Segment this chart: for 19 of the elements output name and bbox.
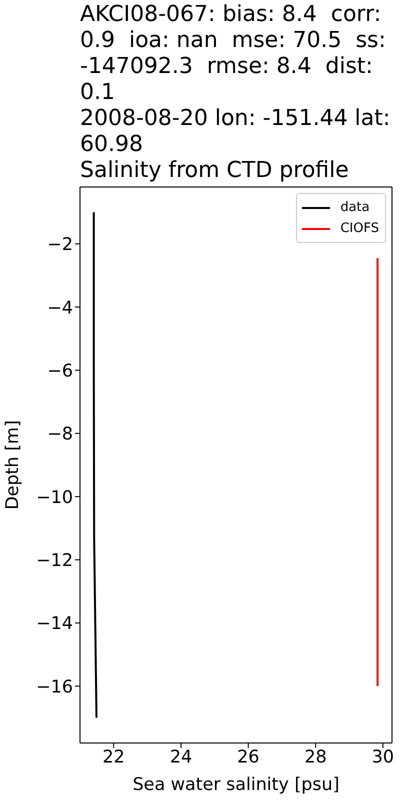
y-tick-label: −16 (36, 677, 73, 698)
legend-label: CIOFS (340, 221, 379, 236)
y-tick-label: −4 (47, 298, 73, 318)
x-tick-label: 30 (372, 747, 394, 768)
y-tick-label: −6 (47, 361, 73, 382)
line-series (92, 211, 98, 719)
x-tick-label: 22 (102, 747, 125, 768)
y-tick-label: −14 (36, 614, 73, 634)
x-tick-label: 24 (170, 747, 192, 768)
y-tick-label: −10 (36, 488, 73, 508)
y-tick-label: −8 (47, 424, 73, 445)
legend-label: data (340, 200, 370, 215)
x-axis-title: Sea water salinity [psu] (132, 775, 340, 795)
chart-title: AKCI08-067: bias: 8.4 corr: 0.9 ioa: nan mse: 70.5 ss: -147092.3 rmse: 8.4 dist: 0.1 2008-08-20 lon: -151.44 lat: 60.98 Salinity from CTD profile (80, 2, 390, 184)
y-tick-label: −2 (47, 235, 73, 256)
x-tick-label: 26 (237, 747, 260, 768)
y-tick-label: −12 (36, 550, 73, 571)
y-axis-title: Depth [m] (3, 420, 23, 510)
x-tick-label: 28 (304, 747, 327, 768)
